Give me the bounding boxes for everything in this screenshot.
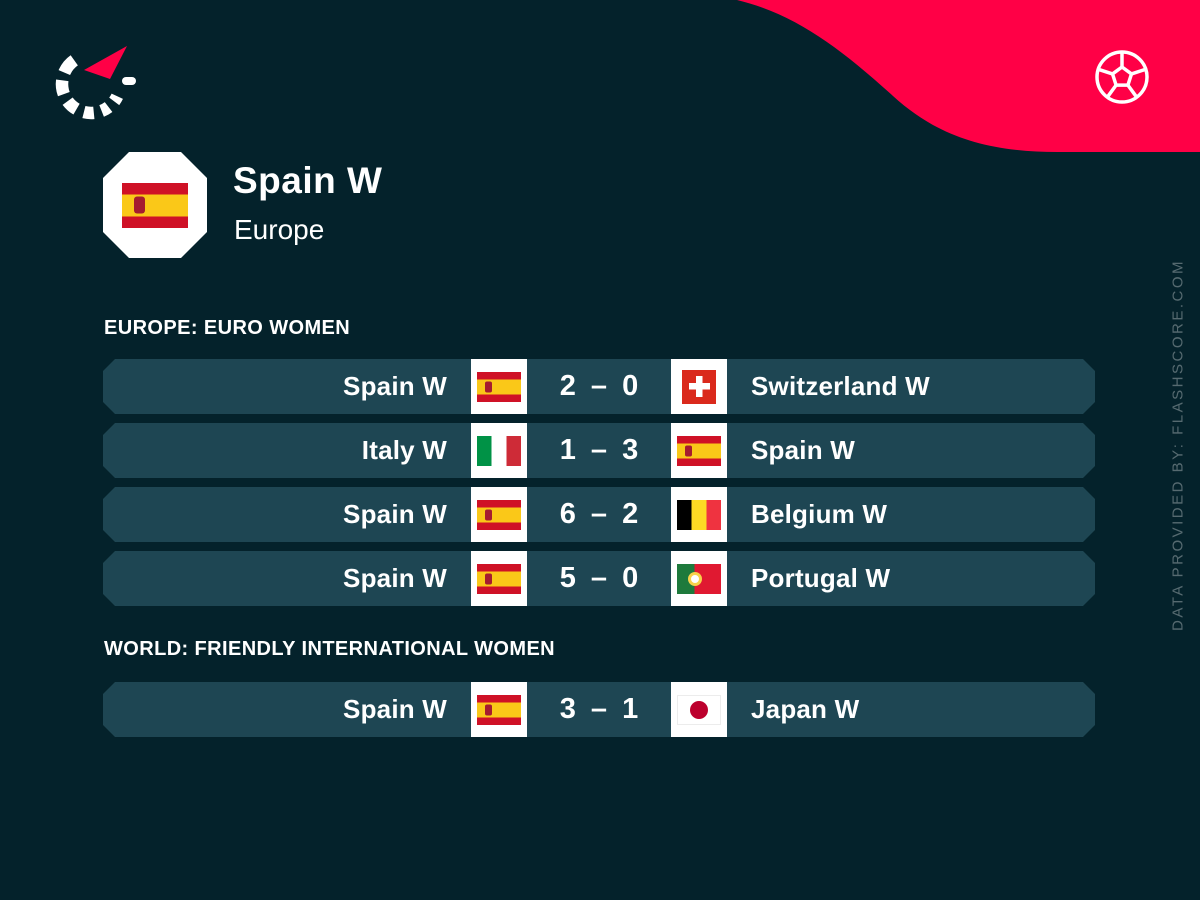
match-row[interactable]: Italy W 1 – 3 Spain W [103,423,1095,478]
away-score: 0 [622,562,639,594]
match-row[interactable]: Spain W 2 – 0 Switzerland W [103,359,1095,414]
away-team-name: Portugal W [751,563,891,593]
soccer-ball-icon [1095,50,1149,104]
away-team-name: Spain W [751,435,855,465]
home-flag-cell [471,487,527,542]
home-score: 6 [559,498,576,530]
team-flag-icon [477,564,521,594]
data-attribution-text: DATA PROVIDED BY: FLASHSCORE.COM [1169,258,1187,632]
team-flag-icon [682,370,716,404]
home-team-name: Italy W [361,435,447,465]
section-label-euro-women: EUROPE: EURO WOMEN [104,317,351,339]
match-score: 1 – 3 [527,423,671,478]
score-separator: – [590,498,608,530]
home-score: 3 [559,693,576,725]
away-flag-cell [671,487,727,542]
match-score: 5 – 0 [527,551,671,606]
section-label-friendly-women: WORLD: FRIENDLY INTERNATIONAL WOMEN [104,638,556,660]
flashscore-spinner-icon[interactable] [44,38,144,133]
away-score: 2 [622,498,639,530]
team-badge [103,152,207,258]
match-score: 2 – 0 [527,359,671,414]
home-team-name: Spain W [343,694,447,724]
home-team-name: Spain W [343,371,447,401]
score-separator: – [590,562,608,594]
away-team-name: Belgium W [751,499,888,529]
spain-flag-icon [122,183,188,228]
away-flag-cell [671,423,727,478]
score-separator: – [590,434,608,466]
team-flag-icon [477,500,521,530]
home-score: 2 [559,370,576,402]
team-region: Europe [234,214,325,245]
away-score: 3 [622,434,639,466]
team-flag-icon [677,436,721,466]
away-team-name: Japan W [751,694,860,724]
match-score: 3 – 1 [527,682,671,737]
away-score: 0 [622,370,639,402]
home-flag-cell [471,423,527,478]
team-flag-icon [477,372,521,402]
team-flag-icon [677,500,721,530]
away-flag-cell [671,359,727,414]
score-separator: – [590,693,608,725]
away-team-name: Switzerland W [751,371,930,401]
away-flag-cell [671,682,727,737]
team-flag-icon [677,564,721,594]
away-flag-cell [671,551,727,606]
away-score: 1 [622,693,639,725]
home-score: 1 [559,434,576,466]
page-title: Spain W [233,160,383,201]
team-flag-icon [677,695,721,725]
team-flag-icon [477,695,521,725]
score-separator: – [590,370,608,402]
home-team-name: Spain W [343,563,447,593]
home-score: 5 [559,562,576,594]
match-score: 6 – 2 [527,487,671,542]
home-flag-cell [471,359,527,414]
home-flag-cell [471,682,527,737]
home-flag-cell [471,551,527,606]
match-row[interactable]: Spain W 3 – 1 Japan W [103,682,1095,737]
team-flag-icon [477,436,521,466]
match-row[interactable]: Spain W 6 – 2 Belgium W [103,487,1095,542]
match-row[interactable]: Spain W 5 – 0 Portugal W [103,551,1095,606]
home-team-name: Spain W [343,499,447,529]
